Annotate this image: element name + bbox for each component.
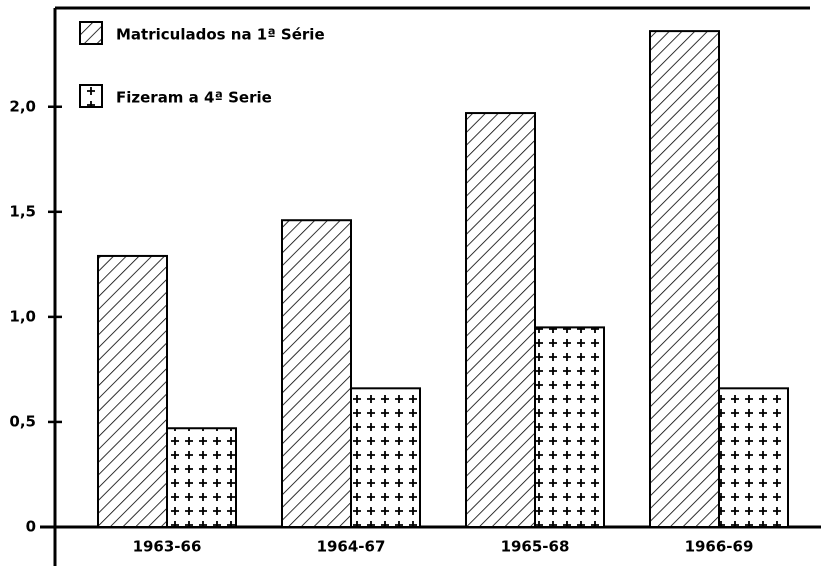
legend-label: Fizeram a 4ª Serie [116,89,272,107]
bar [718,387,789,528]
bar [534,326,605,528]
bar [649,30,720,528]
x-tick-label: 1963-66 [133,538,202,556]
legend-label: Matriculados na 1ª Série [116,26,325,44]
x-tick-label: 1964-67 [317,538,386,556]
y-tick-label: 1,0 [9,307,36,325]
y-tick-label: 2,0 [9,97,36,115]
x-tick-label: 1966-69 [685,538,754,556]
y-tick-label: 0 [26,518,36,536]
bar [281,219,352,528]
y-tick-label: 0,5 [9,412,36,430]
bar [350,387,421,528]
legend-swatch [79,21,103,45]
bar [97,254,168,528]
x-tick-label: 1965-68 [501,538,570,556]
bar [465,112,536,528]
bar [166,427,237,529]
legend-swatch [79,84,103,108]
y-tick-label: 1,5 [9,202,36,220]
